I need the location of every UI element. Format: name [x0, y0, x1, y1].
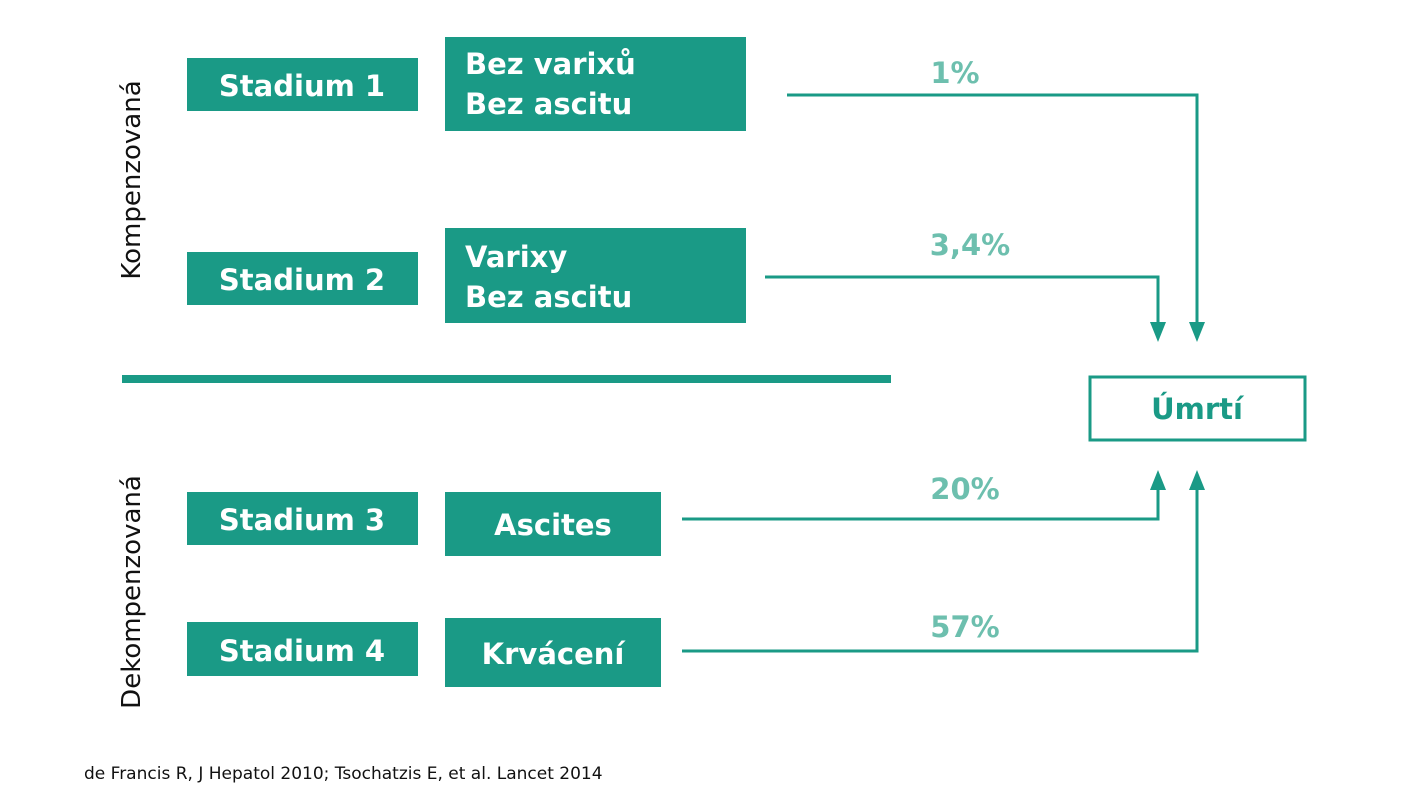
description: Bez ascitu: [465, 280, 632, 314]
stage-label: Stadium 1: [219, 69, 385, 103]
flow-line: [787, 93, 1199, 325]
description-box: [445, 618, 661, 687]
citation: de Francis R, J Hepatol 2010; Tsochatzis…: [84, 764, 603, 784]
divider: [122, 375, 891, 383]
description: Ascites: [494, 508, 612, 542]
section-label: Dekompenzovaná: [117, 475, 147, 709]
flow-line: [682, 487, 1160, 521]
mortality-label: 3,4%: [930, 228, 1010, 262]
mortality-label: 1%: [930, 56, 979, 90]
section-label: Kompenzovaná: [117, 80, 147, 279]
description-box: [445, 492, 661, 556]
arrow-head: [1150, 470, 1166, 490]
stage-box: [187, 252, 418, 305]
outcome-label: Úmrtí: [1151, 392, 1245, 426]
arrow-head: [1189, 470, 1205, 490]
flow-line: [765, 275, 1160, 325]
description: Varixy: [465, 240, 567, 274]
outcome-box: [1088, 375, 1307, 442]
description: Krvácení: [482, 637, 627, 671]
description: Bez ascitu: [465, 87, 632, 121]
stage-box: [187, 492, 418, 545]
mortality-label: 20%: [930, 472, 999, 506]
flow-line: [682, 487, 1199, 653]
description: Bez varixů: [465, 47, 636, 81]
stage-label: Stadium 3: [219, 503, 385, 537]
description-box: [445, 228, 746, 323]
mortality-label: 57%: [930, 610, 999, 644]
description-box: [445, 37, 746, 131]
arrow-head: [1189, 322, 1205, 342]
arrow-head: [1150, 322, 1166, 342]
stage-box: [187, 58, 418, 111]
stage-label: Stadium 2: [219, 263, 385, 297]
stage-box: [187, 622, 418, 676]
stage-label: Stadium 4: [219, 634, 385, 668]
